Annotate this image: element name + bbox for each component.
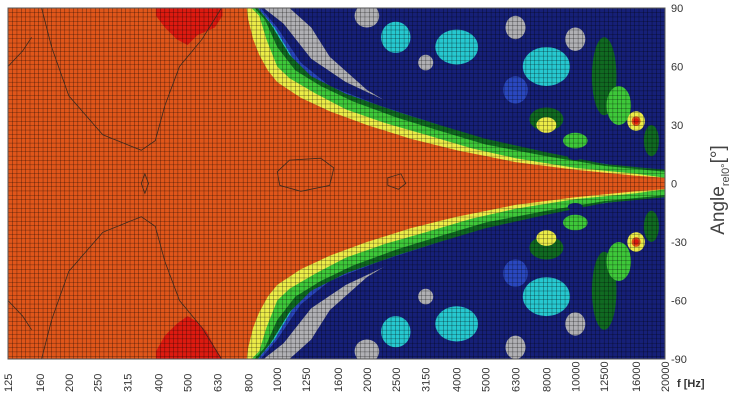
contour-line [8, 37, 32, 67]
x-tick-label: 800 [243, 374, 255, 392]
x-tick-label: 250 [93, 374, 105, 392]
x-tick-label: 6300 [511, 368, 523, 392]
x-tick-label: 160 [35, 374, 47, 392]
grid [8, 8, 665, 359]
contour-line [8, 300, 32, 331]
y-tick-label: -90 [671, 354, 687, 366]
y-tick-label: 60 [671, 62, 683, 74]
y-tick-label: 90 [671, 3, 683, 15]
x-tick-label: 1600 [333, 368, 345, 392]
plot-area [8, 8, 665, 359]
x-tick-label: 500 [183, 374, 195, 392]
x-tick-label: 200 [64, 374, 76, 392]
x-tick-label: 1000 [272, 368, 284, 392]
contour-line [140, 172, 149, 195]
x-tick-label: 10000 [570, 361, 582, 392]
x-tick-label: 125 [3, 374, 15, 392]
x-tick-label: 3150 [421, 368, 433, 392]
x-tick-label: 315 [123, 374, 135, 392]
y-tick-label: -30 [671, 237, 687, 249]
contour-line [276, 157, 335, 192]
contour-line [387, 173, 407, 190]
y-axis-label: Anglerel0°[°] [708, 145, 732, 235]
y-tick-label: 0 [671, 179, 677, 191]
x-tick-label: 1250 [301, 368, 313, 392]
y-axis-ticks: 90 60 30 0 -30 -60 -90 [671, 3, 687, 366]
y-tick-label: 30 [671, 120, 683, 132]
y-tick-label: -60 [671, 296, 687, 308]
x-tick-label: 400 [154, 374, 166, 392]
x-tick-label: 8000 [541, 368, 553, 392]
x-tick-label: 16000 [631, 361, 643, 392]
x-tick-label: 4000 [452, 368, 464, 392]
x-tick-label: 12500 [599, 361, 611, 392]
x-tick-label: 20000 [660, 361, 672, 392]
x-axis-label: f [Hz] [677, 378, 705, 390]
x-tick-label: 630 [212, 374, 224, 392]
x-tick-label: 2500 [391, 368, 403, 392]
x-tick-label: 5000 [481, 368, 493, 392]
x-tick-label: 2000 [362, 368, 374, 392]
plot-border [7, 7, 666, 360]
x-axis-ticks: 125 160 200 250 315 400 500 630 800 1000 1250 1600 2… [3, 361, 672, 392]
contour-line [41, 216, 222, 359]
contour-line [41, 8, 222, 151]
